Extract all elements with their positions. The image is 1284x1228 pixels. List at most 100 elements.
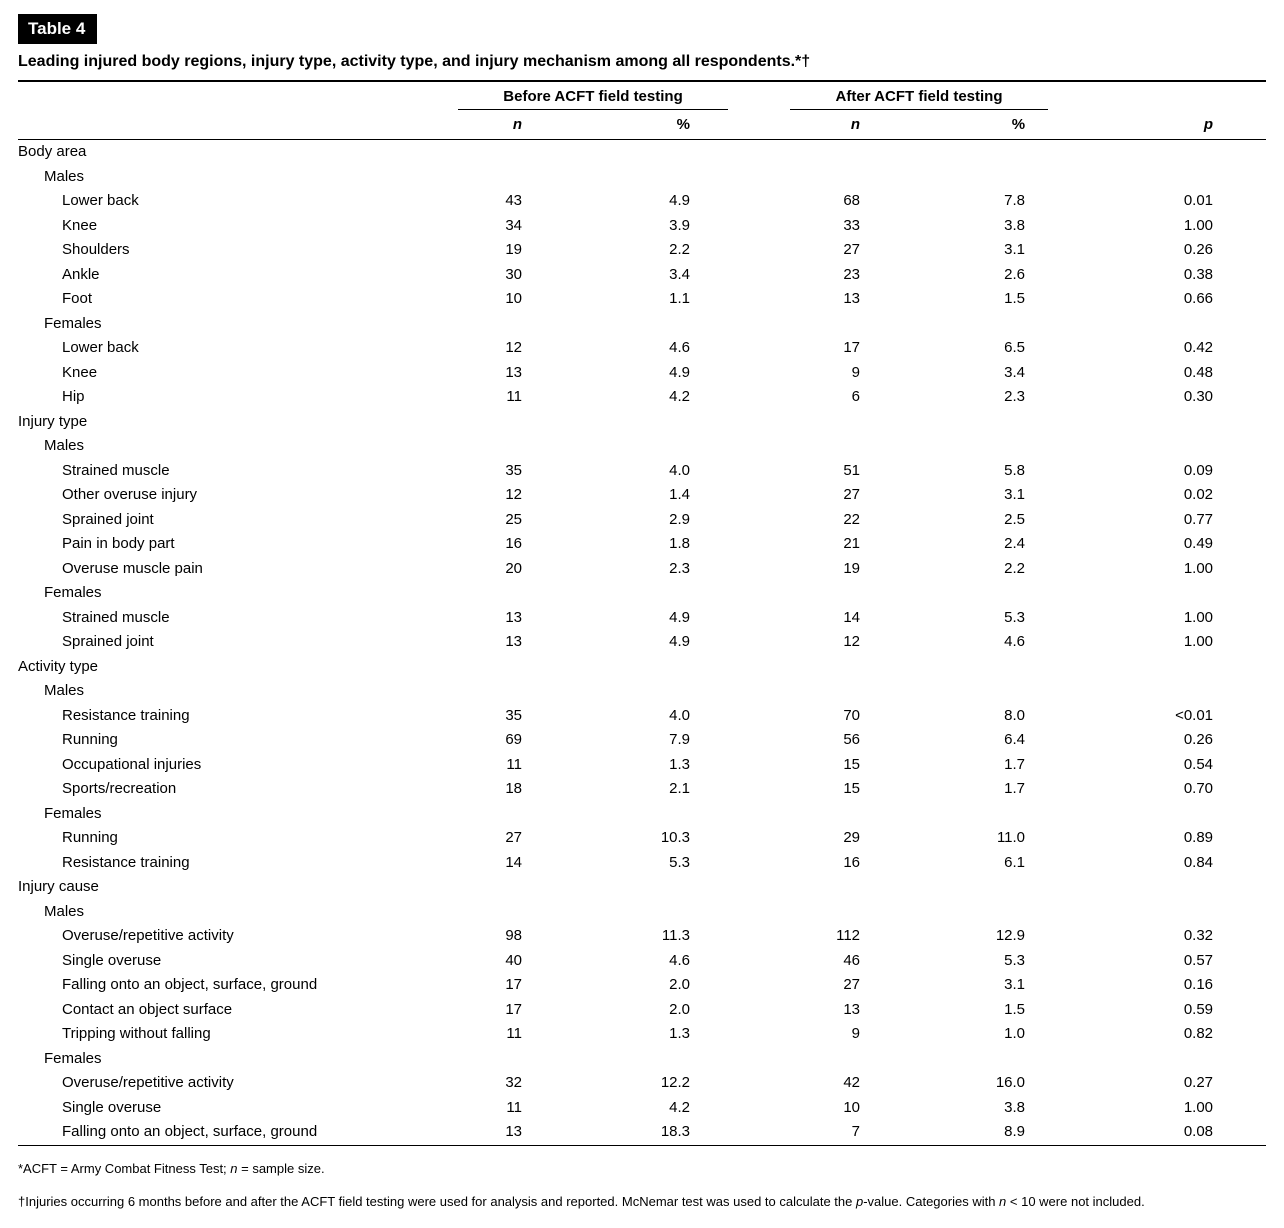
cell-p: 1.00 xyxy=(1183,559,1214,577)
table-number-label: Table 4 xyxy=(18,14,98,44)
table-row-data: Overuse/repetitive activity 98 11.3 112 12.9… xyxy=(18,924,1266,949)
cell-after-pct: 3.1 xyxy=(1004,976,1026,993)
cell-before-pct: 4.2 xyxy=(669,1098,691,1116)
cell-after-n: 15 xyxy=(843,755,861,773)
cell-before-pct: 4.9 xyxy=(669,192,691,209)
cell-before-n: 25 xyxy=(505,510,522,528)
table-row-data: Falling onto an object, surface, ground 1… xyxy=(18,973,1266,998)
cell-before-n xyxy=(458,410,558,435)
cell-after-pct xyxy=(878,679,1048,704)
footnote-text-segment: < 10 were not included. xyxy=(1006,1193,1145,1209)
footnote: †Injuries occurring 6 months before and … xyxy=(18,1192,1266,1212)
cell-p: 0.38 xyxy=(1183,265,1214,283)
row-label: Sprained joint xyxy=(62,633,154,650)
cell-before-pct: 1.4 xyxy=(669,486,691,503)
table-row-group: Females xyxy=(18,802,1266,827)
cell-after-pct xyxy=(878,165,1048,190)
cell-before-n: 18 xyxy=(505,780,522,797)
cell-after-pct xyxy=(878,434,1048,459)
cell-before-n xyxy=(458,679,558,704)
cell-p: 1.00 xyxy=(1183,608,1214,626)
cell-p xyxy=(1048,140,1266,165)
cell-after-pct: 3.8 xyxy=(1004,1098,1026,1116)
row-label: Knee xyxy=(62,363,98,381)
cell-after-pct: 11.0 xyxy=(996,829,1026,846)
table-row-data: Sports/recreation 18 2.1 15 1.7 0.70 xyxy=(18,777,1266,802)
row-label: Females xyxy=(44,314,102,332)
cell-p: 0.59 xyxy=(1183,1000,1214,1018)
cell-before-pct: 12.2 xyxy=(660,1074,691,1091)
cell-after-n: 22 xyxy=(843,510,861,528)
row-label: Males xyxy=(44,437,85,454)
cell-p xyxy=(1048,655,1266,680)
cell-after-n xyxy=(728,410,878,435)
table-row-data: Lower back 43 4.9 68 7.8 0.01 xyxy=(18,189,1266,214)
table-number-text: Table 4 xyxy=(28,19,86,38)
cell-p: 0.16 xyxy=(1183,976,1214,993)
cell-before-n xyxy=(458,875,558,900)
cell-after-pct: 7.8 xyxy=(1004,192,1026,209)
cell-before-n: 34 xyxy=(505,216,522,234)
row-label: Falling onto an object, surface, ground xyxy=(62,976,318,993)
cell-after-n: 42 xyxy=(843,1074,861,1091)
footnote: *ACFT = Army Combat Fitness Test; n = sa… xyxy=(18,1159,1266,1179)
table-row-data: Running 27 10.3 29 11.0 0.89 xyxy=(18,826,1266,851)
cell-after-pct xyxy=(878,875,1048,900)
row-label: Overuse muscle pain xyxy=(62,559,203,577)
cell-p: 0.30 xyxy=(1183,388,1214,405)
cell-after-n: 29 xyxy=(843,829,861,846)
cell-before-pct: 4.0 xyxy=(669,706,691,724)
cell-after-n: 13 xyxy=(843,1000,861,1018)
cell-before-pct: 2.0 xyxy=(669,1000,691,1018)
cell-after-pct: 2.5 xyxy=(1004,510,1026,528)
cell-before-n xyxy=(458,434,558,459)
row-label: Single overuse xyxy=(62,1098,162,1116)
row-label: Males xyxy=(44,902,85,920)
cell-after-n: 12 xyxy=(843,633,861,650)
row-label: Ankle xyxy=(62,265,100,283)
col-group-after: After ACFT field testing xyxy=(728,81,1049,110)
cell-before-pct xyxy=(558,581,728,606)
cell-after-n xyxy=(728,900,878,925)
cell-p: 0.42 xyxy=(1183,339,1214,356)
row-label: Shoulders xyxy=(62,241,130,258)
cell-before-n xyxy=(458,165,558,190)
cell-after-pct xyxy=(878,312,1048,337)
row-label: Other overuse injury xyxy=(62,486,198,503)
cell-before-n: 13 xyxy=(505,633,522,650)
cell-after-pct xyxy=(878,581,1048,606)
table-row-data: Sprained joint 13 4.9 12 4.6 1.00 xyxy=(18,630,1266,655)
table-row-group: Males xyxy=(18,679,1266,704)
cell-after-pct: 1.7 xyxy=(1004,780,1026,797)
row-label: Males xyxy=(44,682,85,699)
cell-after-pct xyxy=(878,655,1048,680)
cell-after-n: 7 xyxy=(851,1123,861,1140)
cell-after-n: 112 xyxy=(836,927,861,944)
cell-after-pct: 1.5 xyxy=(1004,290,1026,307)
row-label: Contact an object surface xyxy=(62,1000,233,1018)
cell-p: 1.00 xyxy=(1183,216,1214,234)
cell-before-n: 35 xyxy=(505,706,522,724)
cell-after-pct: 6.4 xyxy=(1004,731,1026,748)
cell-before-n: 69 xyxy=(505,731,522,748)
cell-before-pct: 3.9 xyxy=(669,216,691,234)
cell-before-n xyxy=(458,655,558,680)
footnote-text-segment: n xyxy=(230,1160,238,1176)
cell-p: 0.09 xyxy=(1183,461,1214,479)
col-group-before: Before ACFT field testing xyxy=(458,81,729,110)
row-label: Body area xyxy=(18,143,87,160)
cell-after-n: 70 xyxy=(843,706,861,724)
row-label: Hip xyxy=(62,388,85,405)
table-row-section: Activity type xyxy=(18,655,1266,680)
cell-after-n xyxy=(728,434,878,459)
cell-after-n: 27 xyxy=(843,976,861,993)
table-row-data: Strained muscle 13 4.9 14 5.3 1.00 xyxy=(18,606,1266,631)
cell-p: 0.89 xyxy=(1183,829,1214,846)
cell-before-n xyxy=(458,802,558,827)
empty-subheader-cell xyxy=(18,110,458,140)
cell-p xyxy=(1048,581,1266,606)
cell-before-pct: 1.3 xyxy=(669,1025,691,1042)
cell-before-pct: 5.3 xyxy=(669,853,691,871)
cell-before-n: 11 xyxy=(506,1025,522,1042)
